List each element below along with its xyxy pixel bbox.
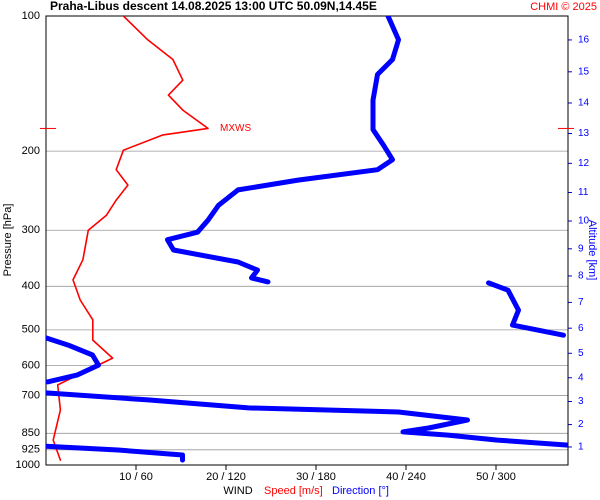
direction-line	[46, 390, 568, 448]
x-tick-label: 10 / 60	[119, 471, 153, 483]
direction-line	[486, 280, 566, 338]
y-tick-label: 850	[22, 427, 40, 439]
y2-tick-label: 13	[578, 128, 590, 139]
direction-line	[46, 443, 185, 463]
y2-tick-label: 14	[578, 98, 590, 109]
legend-entry: Speed [m/s]	[264, 485, 323, 497]
y2-tick-label: 15	[578, 66, 590, 77]
y-tick-label: 100	[22, 10, 40, 22]
y2-axis-label: Altitude [km]	[586, 220, 598, 281]
y2-tick-label: 11	[578, 187, 589, 198]
plot-frame	[45, 15, 569, 466]
chart-title: Praha-Libus descent 14.08.2025 13:00 UTC…	[50, 0, 377, 13]
x-tick-label: 40 / 240	[386, 471, 426, 483]
x-axis-label: WIND	[223, 485, 252, 497]
x-tick-label: 20 / 120	[206, 471, 246, 483]
y2-tick-label: 10	[578, 216, 590, 227]
y2-tick-label: 2	[578, 419, 584, 430]
y-tick-label: 700	[22, 389, 40, 401]
y2-tick-label: 4	[578, 372, 584, 383]
direction-line	[46, 335, 101, 385]
y-tick-label: 600	[22, 359, 40, 371]
y2-tick-label: 8	[578, 271, 584, 282]
y-tick-label: 500	[22, 324, 40, 336]
y-axis-label: Pressure [hPa]	[2, 204, 14, 277]
x-tick-label: 50 / 300	[476, 471, 516, 483]
y2-tick-label: 12	[578, 158, 590, 169]
y2-tick-label: 6	[578, 323, 584, 334]
y-tick-label: 400	[22, 280, 40, 292]
legend-entry: Direction [°]	[332, 485, 389, 497]
y2-tick-label: 9	[578, 243, 584, 254]
x-tick-label: 30 / 180	[296, 471, 336, 483]
y-tick-label: 200	[22, 145, 40, 157]
y2-tick-label: 7	[578, 297, 584, 308]
y-tick-label: 925	[22, 444, 40, 456]
direction-line	[165, 16, 401, 285]
annotation: MXWS	[220, 123, 251, 134]
y2-tick-label: 3	[578, 396, 584, 407]
y2-tick-label: 5	[578, 348, 584, 359]
y-tick-label: 300	[22, 224, 40, 236]
y2-tick-label: 16	[578, 35, 590, 46]
y2-tick-label: 1	[578, 442, 584, 453]
credit: CHMI © 2025	[530, 1, 597, 13]
y-tick-label: 1000	[16, 459, 40, 471]
